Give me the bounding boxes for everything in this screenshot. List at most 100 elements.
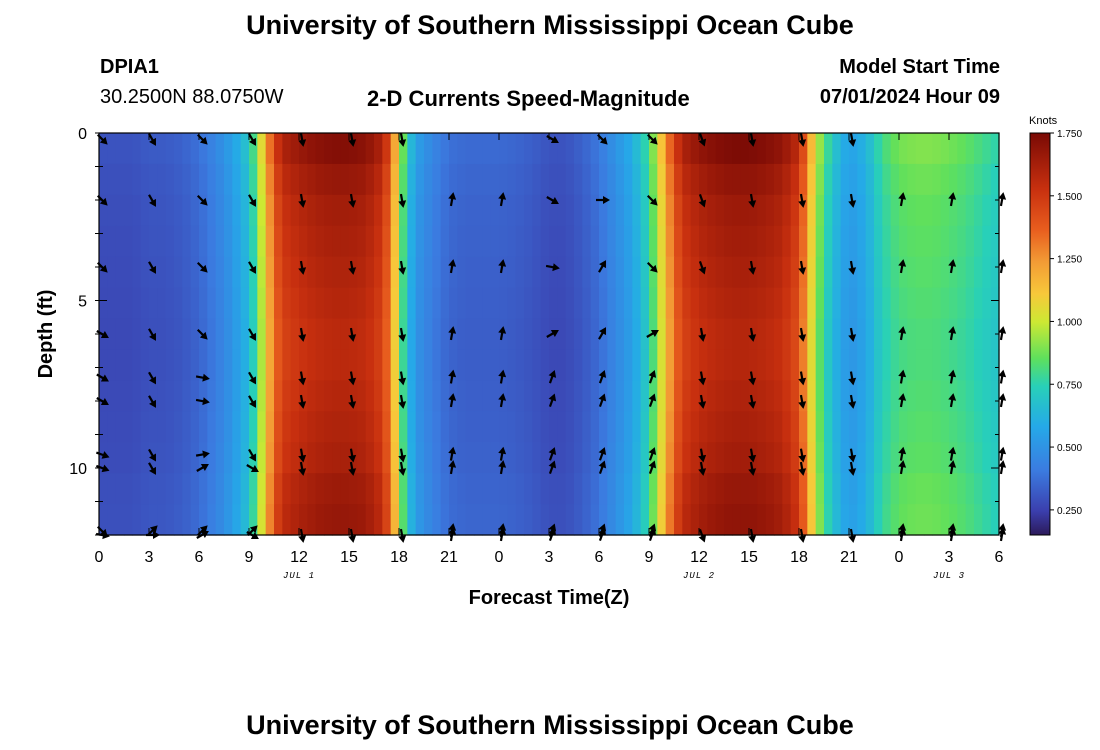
heat-cell <box>640 380 650 412</box>
heat-cell <box>432 349 442 381</box>
x-tick-label: 21 <box>840 549 858 566</box>
heat-cell <box>924 504 933 536</box>
heat-cell <box>140 318 150 351</box>
current-vector-arrow <box>246 464 259 472</box>
heat-cell <box>915 349 925 381</box>
heat-cell <box>615 225 625 258</box>
heat-cell <box>832 442 842 474</box>
heat-cell <box>707 380 717 412</box>
heat-cell <box>240 163 250 196</box>
heat-cell <box>682 380 692 412</box>
heat-cell <box>274 163 283 196</box>
heat-cell <box>824 287 833 320</box>
heat-cell <box>765 349 775 381</box>
heat-cell <box>399 349 408 381</box>
heat-cell <box>349 163 358 196</box>
heat-cell <box>582 473 592 505</box>
heat-cell <box>349 473 358 505</box>
heat-cell <box>557 473 567 505</box>
heat-cell <box>332 380 342 412</box>
heat-cell <box>332 473 342 505</box>
heat-cell <box>307 473 317 505</box>
heat-cell <box>890 380 900 412</box>
colorbar-tick-label: 0.750 <box>1057 380 1082 391</box>
heat-cell <box>932 318 942 351</box>
heat-cell <box>424 163 433 196</box>
heat-cell <box>807 194 817 227</box>
heat-cell <box>424 225 433 258</box>
heat-cell <box>307 349 317 381</box>
current-vector-arrow <box>148 261 156 274</box>
heat-cell <box>474 256 483 289</box>
heat-cell <box>132 133 142 165</box>
heat-cell <box>765 256 775 289</box>
heat-cell <box>957 194 967 227</box>
heat-cell <box>732 349 742 381</box>
heat-cell <box>732 380 742 412</box>
heat-cell <box>199 442 208 474</box>
heat-cell <box>690 163 700 196</box>
heat-cell <box>382 225 392 258</box>
y-axis-label: Depth (ft) <box>35 290 57 379</box>
heat-cell <box>165 287 175 320</box>
heat-cell <box>465 194 475 227</box>
heat-cell <box>415 473 425 505</box>
heat-cell <box>715 163 725 196</box>
heat-cell <box>440 225 450 258</box>
current-vector-arrow <box>646 330 659 338</box>
x-tick-label: 15 <box>340 549 358 566</box>
heat-cell <box>557 163 567 196</box>
current-vector-arrow <box>348 132 357 147</box>
current-vector-arrow <box>898 523 907 538</box>
heat-cell <box>915 163 925 196</box>
heat-cell <box>974 287 983 320</box>
heat-cell <box>799 163 808 196</box>
heat-cell <box>624 194 633 227</box>
heat-cell <box>474 225 483 258</box>
current-vector-arrow <box>648 523 657 538</box>
heat-cell <box>157 442 167 474</box>
heat-cell <box>232 256 242 289</box>
heat-cell <box>790 473 800 505</box>
heat-cell <box>474 473 483 505</box>
heat-cell <box>249 287 258 320</box>
heat-cell <box>382 473 392 505</box>
heat-cell <box>324 163 333 196</box>
heat-cell <box>865 473 875 505</box>
heat-cell <box>290 163 300 196</box>
heat-cell <box>599 442 608 474</box>
heat-cell <box>924 163 933 196</box>
heat-cell <box>415 287 425 320</box>
heat-cell <box>482 225 492 258</box>
heat-cell <box>257 163 267 196</box>
current-vector-arrow <box>898 369 907 384</box>
heat-cell <box>890 133 900 165</box>
heat-cell <box>190 225 200 258</box>
heat-cell <box>940 504 950 536</box>
heat-cell <box>374 225 383 258</box>
heat-cell <box>815 256 825 289</box>
heat-cell <box>549 504 558 536</box>
heat-cell <box>340 318 350 351</box>
heat-cell <box>107 411 117 443</box>
heat-cell <box>874 411 883 443</box>
heat-cell <box>749 504 758 536</box>
heat-cell <box>457 256 467 289</box>
current-vector-arrow <box>498 369 507 384</box>
heat-cell <box>840 163 850 196</box>
heat-cell <box>632 349 642 381</box>
heat-cell <box>682 318 692 351</box>
heat-cell <box>599 349 608 381</box>
heat-cell <box>732 163 742 196</box>
heat-cell <box>324 194 333 227</box>
heat-cell <box>765 473 775 505</box>
current-vector-arrow <box>748 461 757 476</box>
heat-cell <box>315 133 325 165</box>
heat-cell <box>515 133 525 165</box>
x-tick-label: 3 <box>145 549 154 566</box>
heat-cell <box>315 504 325 536</box>
heat-cell <box>240 133 250 165</box>
heat-cell <box>932 411 942 443</box>
heat-cell <box>99 256 108 289</box>
